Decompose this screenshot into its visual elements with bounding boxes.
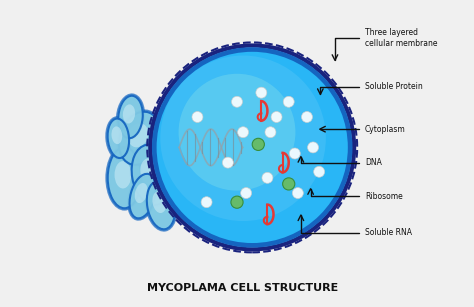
- Circle shape: [192, 111, 203, 122]
- Ellipse shape: [159, 147, 193, 202]
- Ellipse shape: [119, 112, 161, 165]
- Ellipse shape: [157, 122, 174, 148]
- Circle shape: [262, 172, 273, 183]
- Circle shape: [160, 56, 326, 221]
- Text: Three layered
cellular membrane: Three layered cellular membrane: [365, 28, 438, 48]
- Text: Soluble Protein: Soluble Protein: [365, 82, 422, 91]
- Circle shape: [155, 50, 349, 245]
- Ellipse shape: [161, 149, 191, 200]
- Circle shape: [301, 111, 312, 122]
- Circle shape: [231, 96, 243, 107]
- Circle shape: [308, 142, 319, 153]
- Circle shape: [265, 127, 276, 138]
- Ellipse shape: [132, 145, 172, 205]
- Circle shape: [283, 96, 294, 107]
- Ellipse shape: [108, 147, 141, 208]
- Ellipse shape: [118, 110, 162, 166]
- Ellipse shape: [106, 117, 131, 160]
- Circle shape: [252, 138, 264, 150]
- Ellipse shape: [115, 161, 131, 188]
- Circle shape: [222, 157, 233, 168]
- Ellipse shape: [140, 158, 160, 185]
- Ellipse shape: [150, 110, 184, 167]
- Ellipse shape: [167, 160, 182, 183]
- Circle shape: [271, 111, 282, 122]
- Ellipse shape: [147, 181, 175, 229]
- Ellipse shape: [106, 146, 143, 210]
- Ellipse shape: [129, 174, 156, 218]
- Ellipse shape: [108, 119, 129, 158]
- Ellipse shape: [118, 96, 143, 138]
- Ellipse shape: [148, 108, 186, 169]
- Circle shape: [283, 178, 295, 190]
- Text: MYCOPLAMA CELL STRUCTURE: MYCOPLAMA CELL STRUCTURE: [147, 283, 339, 293]
- Ellipse shape: [135, 183, 147, 203]
- Circle shape: [289, 148, 300, 159]
- Text: DNA: DNA: [365, 158, 382, 167]
- Circle shape: [314, 166, 325, 177]
- Circle shape: [292, 188, 303, 199]
- Circle shape: [237, 127, 248, 138]
- Circle shape: [179, 74, 295, 191]
- Circle shape: [231, 196, 243, 208]
- Ellipse shape: [153, 191, 166, 213]
- Ellipse shape: [111, 126, 122, 144]
- Ellipse shape: [128, 123, 148, 147]
- Text: Cytoplasm: Cytoplasm: [365, 125, 406, 134]
- Circle shape: [201, 197, 212, 208]
- Ellipse shape: [117, 94, 144, 140]
- Circle shape: [241, 188, 252, 199]
- Ellipse shape: [128, 172, 157, 220]
- Ellipse shape: [146, 180, 177, 231]
- Circle shape: [256, 87, 267, 98]
- Ellipse shape: [123, 104, 135, 123]
- Text: Ribosome: Ribosome: [365, 192, 402, 200]
- Text: Soluble RNA: Soluble RNA: [365, 228, 412, 237]
- Ellipse shape: [130, 143, 173, 207]
